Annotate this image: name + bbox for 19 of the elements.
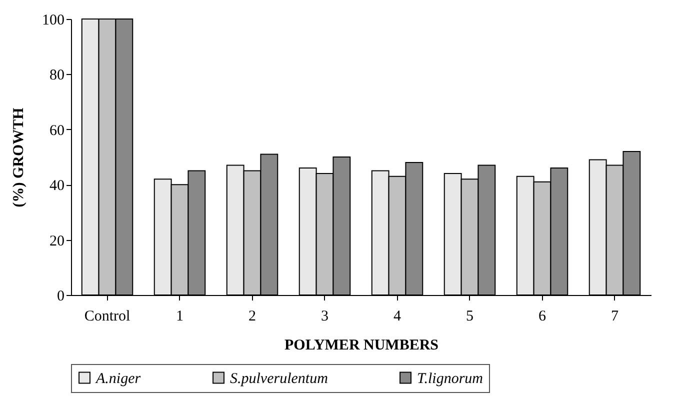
x-tick-label: 1: [176, 308, 184, 324]
y-tick-label: 0: [57, 288, 64, 304]
y-tick-label: 100: [42, 12, 64, 28]
x-tick-label: 7: [611, 308, 619, 324]
y-tick-label: 60: [50, 122, 64, 139]
x-axis-title: POLYMER NUMBERS: [284, 338, 439, 354]
legend-label: A.niger: [95, 370, 141, 387]
x-tick-label: 4: [394, 308, 402, 324]
x-tick-label: 6: [538, 308, 546, 324]
x-tick-label: Control: [84, 308, 130, 324]
x-tick-label: 3: [321, 308, 328, 324]
y-tick-label: 40: [50, 178, 64, 194]
legend-label: T.lignorum: [417, 370, 484, 387]
x-tick-label: 5: [466, 308, 474, 324]
y-tick-label: 20: [50, 233, 64, 250]
y-tick-label: 80: [50, 68, 64, 84]
y-axis-title: (%) GROWTH: [11, 107, 27, 208]
x-tick-label: 2: [248, 308, 256, 324]
legend-label: S.pulverulentum: [230, 370, 328, 387]
